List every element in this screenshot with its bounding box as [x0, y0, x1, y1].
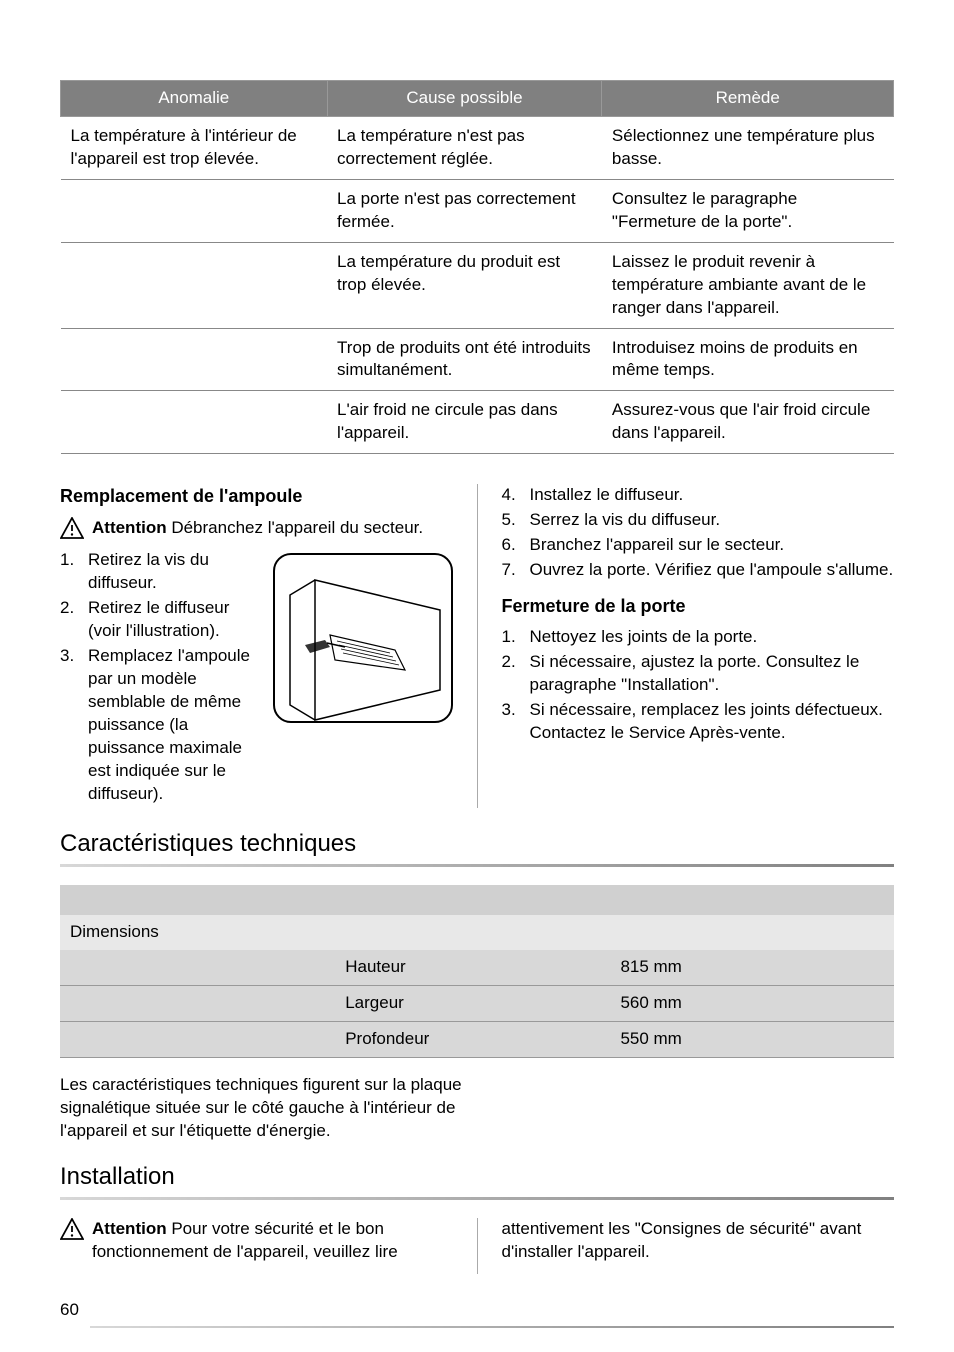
- list-item: Installez le diffuseur.: [502, 484, 895, 507]
- section-rule: [60, 864, 894, 867]
- specs-note: Les caractéristiques techniques figurent…: [60, 1074, 477, 1143]
- spec-table: Dimensions Hauteur815 mmLargeur560 mmPro…: [60, 885, 894, 1058]
- table-row: La température du produit est trop élevé…: [61, 242, 894, 328]
- table-row: L'air froid ne circule pas dans l'appare…: [61, 391, 894, 454]
- th-remede: Remède: [602, 81, 894, 117]
- list-item: Serrez la vis du diffuseur.: [502, 509, 895, 532]
- table-cell: La température n'est pas correctement ré…: [327, 116, 602, 179]
- spec-value: 550 mm: [610, 1022, 894, 1058]
- list-item: Retirez le diffuseur (voir l'illustratio…: [60, 597, 263, 643]
- table-cell: Consultez le paragraphe "Fermeture de la…: [602, 179, 894, 242]
- table-cell: Laissez le produit revenir à température…: [602, 242, 894, 328]
- table-cell: Trop de produits ont été introduits simu…: [327, 328, 602, 391]
- list-item: Ouvrez la porte. Vérifiez que l'ampoule …: [502, 559, 895, 582]
- warning-icon: [60, 517, 84, 539]
- table-cell: La température du produit est trop élevé…: [327, 242, 602, 328]
- warning-icon: [60, 1218, 84, 1240]
- door-heading: Fermeture de la porte: [502, 594, 895, 618]
- list-item: Nettoyez les joints de la porte.: [502, 626, 895, 649]
- table-row: La porte n'est pas correctement fermée.C…: [61, 179, 894, 242]
- list-item: Si nécessaire, remplacez les joints défe…: [502, 699, 895, 745]
- troubleshoot-table: Anomalie Cause possible Remède La tempér…: [60, 80, 894, 454]
- table-cell: Assurez-vous que l'air froid circule dan…: [602, 391, 894, 454]
- list-item: Branchez l'appareil sur le secteur.: [502, 534, 895, 557]
- specs-heading: Caractéristiques techniques: [60, 828, 894, 860]
- spec-value: 815 mm: [610, 950, 894, 985]
- list-item: Retirez la vis du diffuseur.: [60, 549, 263, 595]
- table-row: Hauteur815 mm: [60, 950, 894, 985]
- table-row: Profondeur550 mm: [60, 1022, 894, 1058]
- bulb-illustration: [273, 553, 453, 723]
- page-rule: [90, 1326, 894, 1328]
- list-item: Remplacez l'ampoule par un modèle sembla…: [60, 645, 263, 806]
- table-cell: Sélectionnez une température plus basse.: [602, 116, 894, 179]
- spec-label: Largeur: [335, 986, 610, 1022]
- table-cell: [61, 328, 328, 391]
- table-cell: Introduisez moins de produits en même te…: [602, 328, 894, 391]
- page-number: 60: [60, 1299, 79, 1322]
- spec-label: Hauteur: [335, 950, 610, 985]
- th-anomalie: Anomalie: [61, 81, 328, 117]
- table-cell: [61, 179, 328, 242]
- bulb-attention: Attention Débranchez l'appareil du secte…: [92, 517, 423, 540]
- table-cell: La porte n'est pas correctement fermée.: [327, 179, 602, 242]
- dimensions-label: Dimensions: [60, 915, 335, 950]
- section-rule-2: [60, 1197, 894, 1200]
- spec-value: 560 mm: [610, 986, 894, 1022]
- table-row: La température à l'intérieur de l'appare…: [61, 116, 894, 179]
- installation-heading: Installation: [60, 1161, 894, 1193]
- table-cell: [61, 242, 328, 328]
- table-row: Largeur560 mm: [60, 986, 894, 1022]
- th-cause: Cause possible: [327, 81, 602, 117]
- table-cell: La température à l'intérieur de l'appare…: [61, 116, 328, 179]
- install-attention-left: Attention Pour votre sécurité et le bon …: [92, 1218, 453, 1264]
- bulb-heading: Remplacement de l'ampoule: [60, 484, 453, 508]
- table-cell: [61, 391, 328, 454]
- list-item: Si nécessaire, ajustez la porte. Consult…: [502, 651, 895, 697]
- install-attention-right: attentivement les "Consignes de sécurité…: [502, 1218, 895, 1264]
- spec-label: Profondeur: [335, 1022, 610, 1058]
- table-cell: L'air froid ne circule pas dans l'appare…: [327, 391, 602, 454]
- table-row: Trop de produits ont été introduits simu…: [61, 328, 894, 391]
